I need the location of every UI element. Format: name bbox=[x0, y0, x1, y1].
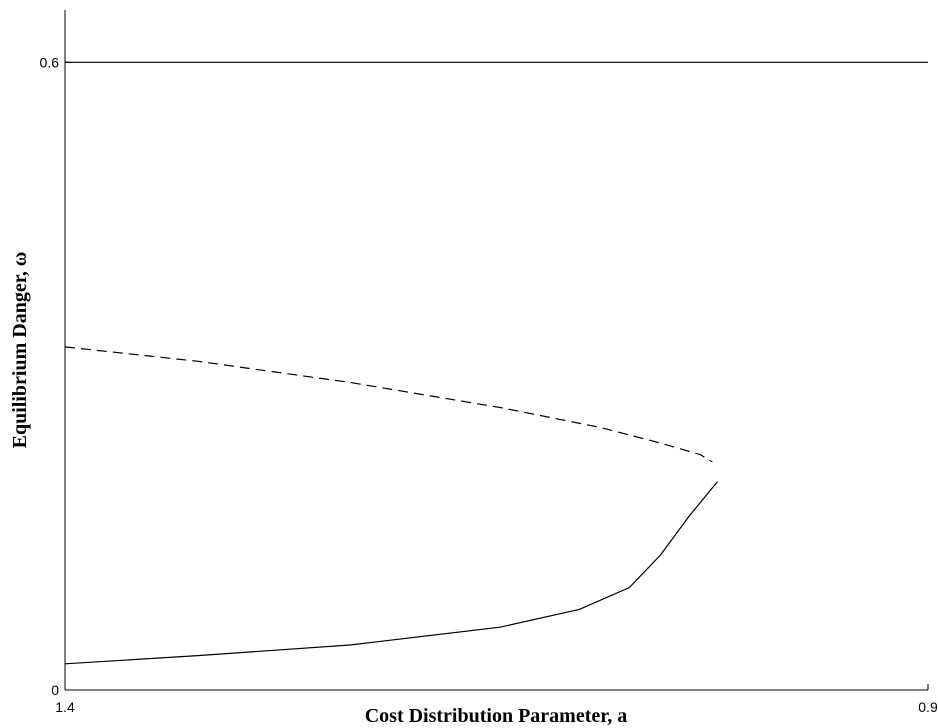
line-series bbox=[64, 481, 718, 665]
line-series bbox=[64, 346, 713, 463]
y-tick-label: 0 bbox=[51, 682, 59, 698]
x-tick-label: 1.4 bbox=[55, 699, 75, 715]
y-tick-label: 0.6 bbox=[40, 54, 60, 70]
y-axis-label: Equilibrium Danger, ω bbox=[9, 252, 31, 449]
x-axis-label: Cost Distribution Parameter, a bbox=[365, 705, 628, 727]
x-tick-label: 0.9 bbox=[918, 699, 938, 715]
